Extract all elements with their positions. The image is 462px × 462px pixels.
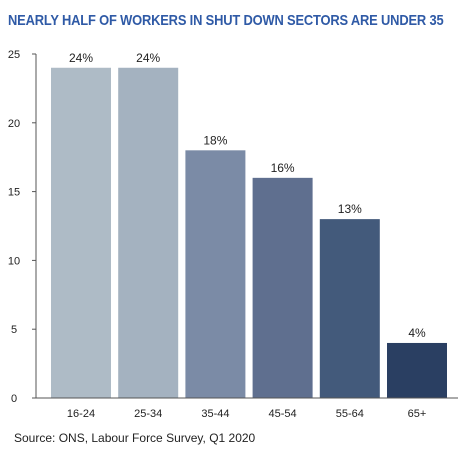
- bar: [51, 67, 111, 398]
- y-axis: 0 5 10 15 20 25: [8, 49, 37, 405]
- y-tick-label: 20: [8, 118, 20, 130]
- x-tick-label: 65+: [408, 408, 427, 420]
- chart-title: NEARLY HALF OF WORKERS IN SHUT DOWN SECT…: [8, 12, 444, 29]
- data-label: 18%: [203, 133, 227, 147]
- data-label: 24%: [136, 51, 160, 65]
- x-tick-label: 45-54: [269, 408, 297, 420]
- y-tick-label: 25: [8, 49, 20, 61]
- y-tick-label: 5: [11, 324, 17, 336]
- x-tick-label: 55-64: [336, 408, 364, 420]
- y-tick-label: 10: [8, 255, 20, 267]
- y-tick-label: 15: [8, 187, 20, 199]
- bars: 24% 24% 18% 16% 13% 4%: [51, 51, 447, 398]
- bar: [118, 67, 179, 398]
- bar: [185, 150, 246, 398]
- source-note: Source: ONS, Labour Force Survey, Q1 202…: [14, 431, 256, 445]
- data-label: 13%: [338, 202, 362, 216]
- bar: [319, 219, 380, 398]
- x-tick-label: 35-44: [201, 408, 229, 420]
- data-label: 16%: [271, 161, 295, 175]
- bar: [252, 177, 313, 398]
- data-label: 4%: [408, 326, 426, 340]
- bar: [387, 342, 447, 398]
- y-tick-label: 0: [11, 393, 17, 405]
- x-tick-label: 16-24: [67, 408, 95, 420]
- x-tick-label: 25-34: [134, 408, 162, 420]
- data-label: 24%: [69, 51, 93, 65]
- x-axis: 16-24 25-34 35-44 45-54 55-64 65+: [36, 397, 458, 420]
